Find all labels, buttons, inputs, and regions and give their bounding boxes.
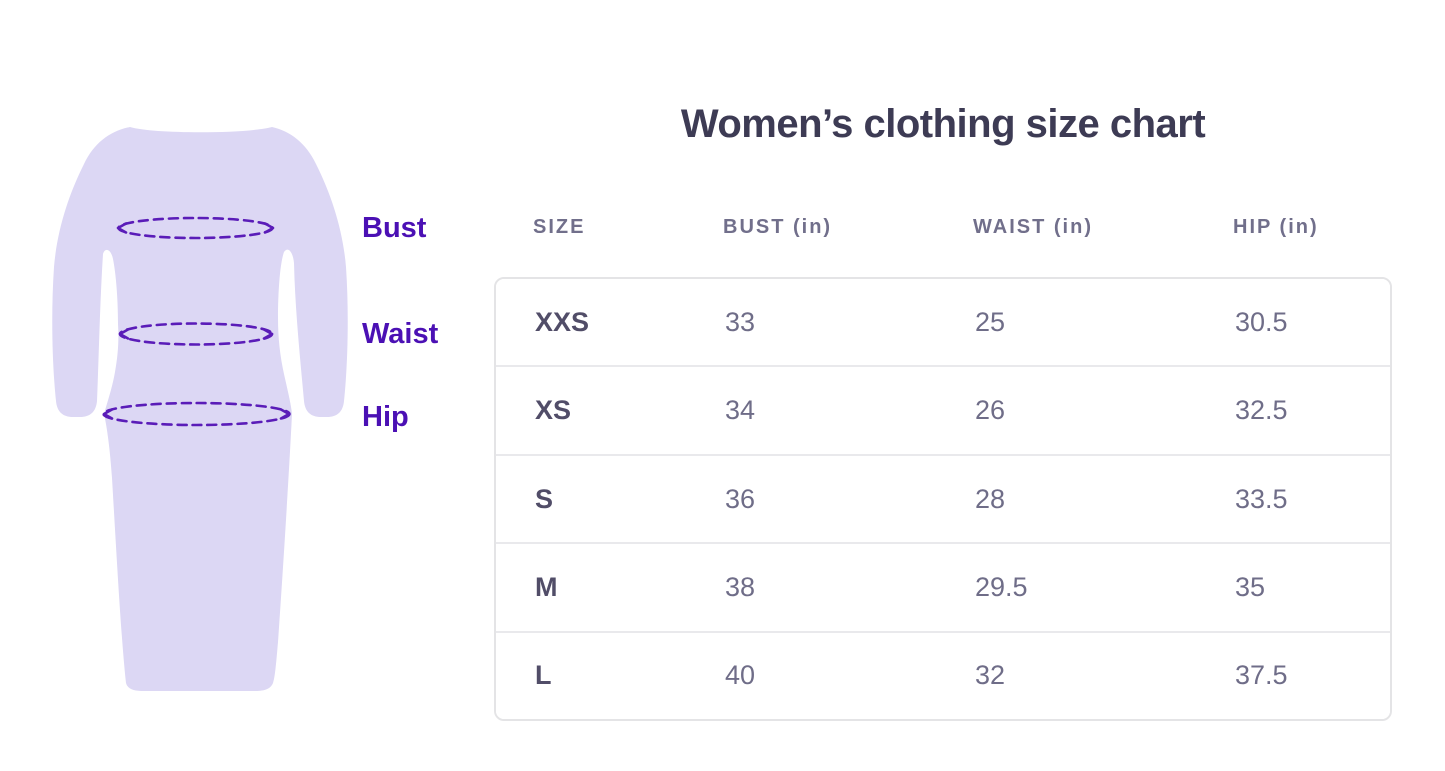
table-row-xxs: XXS 33 25 30.5 — [496, 279, 1390, 366]
size-cell: S — [535, 483, 554, 514]
bust-arrow-left-icon — [116, 222, 128, 234]
size-cell: M — [535, 571, 558, 602]
hip-cell: 35 — [1235, 571, 1266, 602]
size-table: XXS 33 25 30.5 XS 34 26 32.5 S 36 28 33.… — [494, 277, 1392, 721]
hip-label: Hip — [362, 401, 409, 433]
bust-cell: 38 — [725, 571, 756, 602]
bust-cell: 36 — [725, 483, 756, 514]
waist-cell: 32 — [975, 660, 1006, 691]
dress-illustration — [52, 127, 348, 691]
waist-cell: 25 — [975, 306, 1006, 337]
waist-label: Waist — [362, 318, 439, 350]
table-row-l: L 40 32 37.5 — [496, 630, 1390, 719]
bust-cell: 33 — [725, 306, 756, 337]
hip-cell: 33.5 — [1235, 483, 1288, 514]
waist-arrow-right-icon — [262, 328, 274, 340]
column-header-size: SIZE — [533, 216, 586, 238]
waist-cell: 28 — [975, 483, 1006, 514]
bust-label: Bust — [362, 212, 427, 244]
hip-arrow-left-icon — [102, 408, 114, 420]
hip-arrow-right-icon — [279, 408, 291, 420]
page-title: Women’s clothing size chart — [680, 102, 1206, 146]
waist-cell: 26 — [975, 395, 1006, 426]
bust-cell: 40 — [725, 660, 756, 691]
size-cell: L — [535, 660, 552, 691]
hip-cell: 32.5 — [1235, 395, 1288, 426]
table-header-row: SIZE BUST (in) WAIST (in) HIP (in) — [494, 216, 1392, 239]
hip-cell: 30.5 — [1235, 306, 1288, 337]
size-cell: XXS — [535, 306, 590, 337]
waist-cell: 29.5 — [975, 571, 1028, 602]
hip-cell: 37.5 — [1235, 660, 1288, 691]
size-cell: XS — [535, 395, 572, 426]
column-header-bust: BUST (in) — [723, 216, 833, 238]
column-header-hip: HIP (in) — [1233, 216, 1319, 238]
bust-arrow-right-icon — [263, 222, 275, 234]
table-row-xs: XS 34 26 32.5 — [496, 365, 1390, 454]
table-row-s: S 36 28 33.5 — [496, 453, 1390, 543]
waist-arrow-left-icon — [118, 328, 130, 340]
bust-cell: 34 — [725, 395, 756, 426]
dress-silhouette — [52, 127, 348, 691]
table-row-m: M 38 29.5 35 — [496, 542, 1390, 631]
column-header-waist: WAIST (in) — [973, 216, 1093, 238]
